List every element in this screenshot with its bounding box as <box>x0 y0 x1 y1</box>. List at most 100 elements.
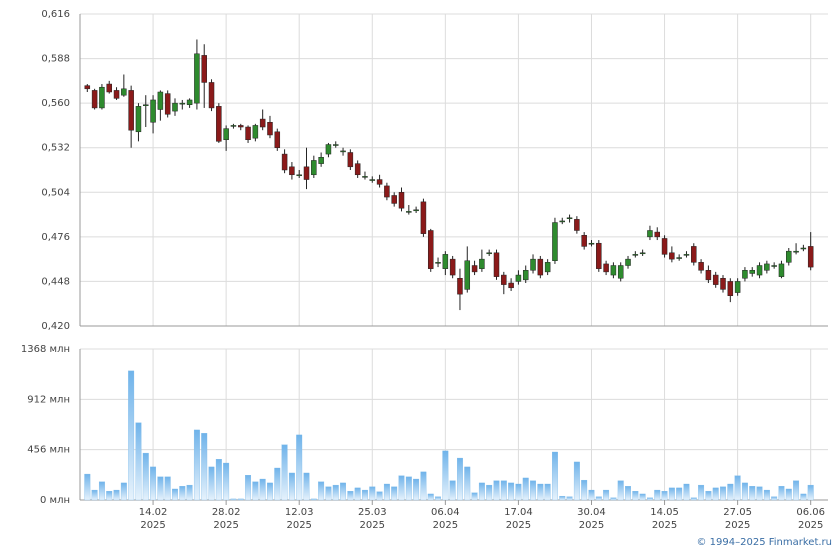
candle-body <box>259 118 266 128</box>
x-tick-label: 06.04 2025 <box>431 507 460 531</box>
volume-bar <box>449 480 456 501</box>
x-tick-label: 27.05 2025 <box>723 507 752 531</box>
volume-bar <box>435 496 441 501</box>
volume-bar <box>464 466 471 501</box>
volume-bar <box>113 489 120 501</box>
volume-bar <box>493 480 500 501</box>
volume-bar <box>310 498 317 501</box>
candle-body <box>274 131 281 148</box>
volume-bar <box>778 486 785 501</box>
candle-body <box>786 250 792 263</box>
volume-bar <box>281 444 288 501</box>
candle-body <box>588 242 595 245</box>
candle-body <box>318 157 324 164</box>
volume-bar <box>698 484 705 501</box>
candle-body <box>464 260 471 290</box>
candle-body <box>676 257 682 259</box>
candle-body <box>596 242 602 269</box>
candle-body <box>793 250 799 253</box>
y-tick-label: 0,504 <box>41 187 70 198</box>
volume-bar <box>522 477 529 501</box>
volume-bar <box>756 486 763 501</box>
candle-body <box>734 281 741 293</box>
candle-body <box>398 192 405 209</box>
candle-body <box>712 274 719 285</box>
volume-bar <box>369 486 376 501</box>
candle-body <box>508 282 514 289</box>
volume-bar <box>566 496 573 501</box>
y-tick-label: 0 млн <box>40 495 70 506</box>
candle-body <box>325 144 332 155</box>
volume-bar <box>303 472 310 501</box>
candle-body <box>471 265 478 273</box>
candle-body <box>296 174 302 177</box>
candle-body <box>267 121 273 136</box>
volume-bar <box>106 491 113 501</box>
y-tick-label: 0,560 <box>41 98 70 109</box>
y-tick-label: 0,588 <box>41 54 70 65</box>
candle-body <box>252 125 259 139</box>
candle-body <box>427 230 434 269</box>
y-tick-label: 1368 млн <box>21 344 70 355</box>
candle-body <box>544 262 551 273</box>
volume-bar <box>259 478 266 501</box>
candle-body <box>800 247 807 250</box>
volume-bar <box>325 486 332 501</box>
volume-bar <box>427 493 434 501</box>
volume-bar <box>727 483 734 501</box>
volume-bar <box>676 487 683 501</box>
candle-body <box>698 262 704 271</box>
candle-body <box>632 254 639 256</box>
candle-body <box>376 179 383 185</box>
volume-bar <box>215 459 222 501</box>
volume-bar <box>793 480 800 501</box>
candle-body <box>647 230 653 238</box>
candle-body <box>807 246 814 268</box>
volume-bar <box>581 479 588 501</box>
volume-bar <box>318 481 325 501</box>
candle-body <box>99 86 105 109</box>
candle-body <box>311 160 317 176</box>
candle-body <box>742 270 748 279</box>
volume-bar <box>646 497 653 501</box>
volume-bar <box>245 475 252 501</box>
candle-body <box>201 55 207 83</box>
volume-bar <box>296 434 303 501</box>
x-tick-label: 14.05 2025 <box>650 507 679 531</box>
volume-bar <box>471 492 478 501</box>
volume-bar <box>413 478 420 501</box>
y-tick-label: 0,476 <box>41 232 70 243</box>
candle-body <box>150 99 156 123</box>
volume-bar <box>391 486 398 501</box>
volume-bar <box>347 491 354 501</box>
volume-bar <box>625 486 631 501</box>
candle-body <box>559 220 566 223</box>
volume-bar <box>267 482 273 501</box>
candle-body <box>764 263 770 271</box>
volume-bar <box>157 476 164 501</box>
candle-body <box>194 53 200 104</box>
volume-bar <box>720 486 726 501</box>
volume-bar <box>150 466 157 501</box>
volume-bar <box>573 461 580 501</box>
volume-bar <box>785 488 792 501</box>
volume-bar <box>610 497 617 501</box>
x-tick-label: 14.02 2025 <box>139 507 168 531</box>
candle-body <box>522 270 529 281</box>
candle-body <box>639 252 646 255</box>
candle-body <box>486 252 492 255</box>
y-tick-label: 0,420 <box>41 321 70 332</box>
volume-bar <box>588 489 595 501</box>
candle-body <box>669 252 675 260</box>
candle-body <box>106 83 112 93</box>
volume-bar <box>172 488 178 501</box>
volume-bar <box>230 498 237 501</box>
candle-body <box>281 153 288 171</box>
candle-body <box>303 166 310 180</box>
volume-bar <box>179 486 186 501</box>
candle-body <box>128 90 134 131</box>
candle-body <box>223 128 229 141</box>
volume-bar <box>668 487 675 501</box>
volume-bar <box>661 491 668 501</box>
candle-body <box>164 93 171 115</box>
